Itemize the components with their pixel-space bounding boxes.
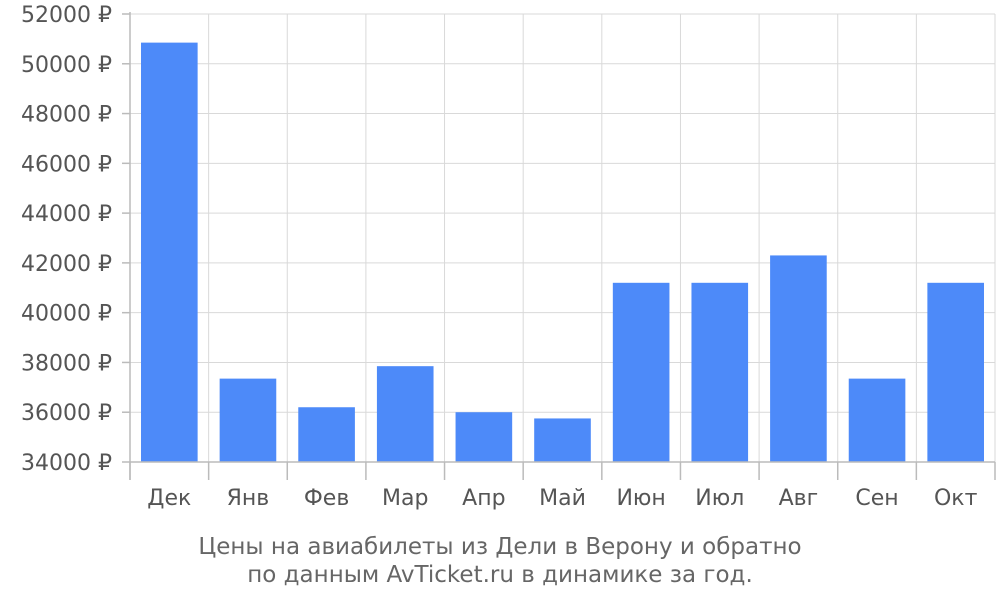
x-tick-label: Мар bbox=[382, 486, 428, 511]
y-tick-label: 46000 ₽ bbox=[21, 152, 112, 177]
bar-Июл bbox=[691, 282, 749, 462]
price-bar-chart: 34000 ₽ 36000 ₽ 38000 ₽ 40000 ₽ 42000 ₽ 44000… bbox=[21, 3, 996, 511]
bar-Янв bbox=[219, 378, 277, 462]
x-tick-label: Июн bbox=[616, 486, 665, 511]
x-tick-label: Окт bbox=[934, 486, 978, 511]
bar-Дек bbox=[141, 42, 198, 462]
y-tick-label: 52000 ₽ bbox=[21, 3, 112, 28]
bar-Мар bbox=[376, 366, 434, 462]
caption-line-2: по данным AvTicket.ru в динамике за год. bbox=[247, 562, 753, 588]
bar-Авг bbox=[770, 255, 827, 462]
y-tick-label: 38000 ₽ bbox=[21, 351, 112, 376]
y-tick-label: 42000 ₽ bbox=[21, 252, 112, 277]
bar-Сен bbox=[848, 378, 906, 462]
y-tick-label: 50000 ₽ bbox=[21, 53, 112, 78]
x-tick-label: Авг bbox=[779, 486, 819, 511]
chart-caption: Цены на авиабилеты из Дели в Верону и об… bbox=[0, 533, 1000, 589]
axes bbox=[122, 12, 996, 480]
bar-Фев bbox=[298, 407, 355, 462]
caption-line-1: Цены на авиабилеты из Дели в Верону и об… bbox=[198, 534, 802, 560]
bar-Май bbox=[534, 418, 591, 462]
bar-Июн bbox=[612, 282, 670, 462]
bar-Апр bbox=[455, 412, 513, 462]
y-tick-label: 40000 ₽ bbox=[21, 302, 112, 327]
x-tick-label: Дек bbox=[147, 486, 191, 511]
bar-Окт bbox=[927, 282, 984, 462]
x-tick-label: Фев bbox=[304, 486, 349, 511]
x-tick-label: Янв bbox=[227, 486, 270, 511]
y-tick-label: 48000 ₽ bbox=[21, 103, 112, 128]
grid-lines bbox=[130, 13, 996, 463]
y-tick-label: 44000 ₽ bbox=[21, 202, 112, 227]
y-tick-label: 36000 ₽ bbox=[21, 401, 112, 426]
y-tick-label: 34000 ₽ bbox=[21, 451, 112, 476]
x-axis-labels: Дек Янв Фев Мар Апр Май Июн Июл Авг Сен Окт bbox=[147, 486, 977, 511]
x-tick-label: Сен bbox=[855, 486, 898, 511]
y-axis-labels: 34000 ₽ 36000 ₽ 38000 ₽ 40000 ₽ 42000 ₽ 44000… bbox=[21, 3, 112, 476]
x-tick-label: Июл bbox=[695, 486, 744, 511]
x-tick-label: Апр bbox=[462, 486, 505, 511]
x-tick-label: Май bbox=[539, 486, 586, 511]
bars bbox=[141, 42, 984, 462]
